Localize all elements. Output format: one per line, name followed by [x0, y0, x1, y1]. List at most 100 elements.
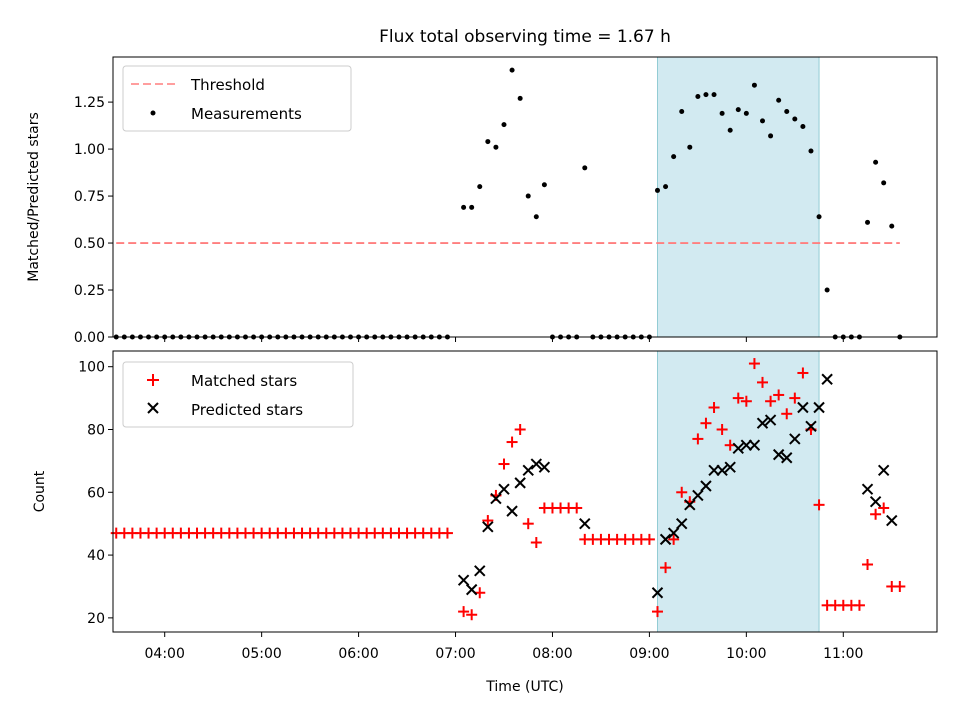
legend-matched-label: Matched stars: [191, 372, 297, 390]
predicted-star-point: [797, 401, 809, 414]
predicted-star-point: [465, 583, 478, 596]
legend-measurements-swatch: [150, 110, 156, 116]
predicted-star-point: [732, 442, 744, 455]
measurement-point: [865, 219, 871, 225]
matched-star-point: [660, 562, 672, 574]
predicted-star-point: [861, 483, 874, 495]
x-tick-label: 05:00: [241, 646, 281, 662]
measurement-point: [751, 82, 757, 88]
matched-star-point: [748, 358, 760, 370]
y-tick-label: 0.25: [74, 283, 105, 299]
matched-star-point: [773, 389, 785, 401]
measurement-point: [525, 193, 531, 199]
bottom-y-ticks: 20 40 60 80 100: [78, 360, 113, 627]
x-tick-label: 11:00: [823, 646, 863, 662]
matched-star-point: [506, 436, 518, 448]
predicted-star-point: [530, 458, 543, 470]
predicted-star-point: [813, 401, 825, 414]
legend-predicted-label: Predicted stars: [191, 401, 303, 419]
x-tick-label: 07:00: [435, 646, 475, 662]
measurement-point: [485, 139, 491, 145]
measurement-point: [792, 116, 798, 122]
predicted-star-point: [490, 492, 502, 505]
measurement-point: [582, 165, 588, 171]
measurement-point: [469, 204, 475, 210]
predicted-star-point: [772, 448, 785, 461]
observing-window-shade: [657, 56, 820, 338]
predicted-star-point: [684, 499, 696, 511]
matched-star-points: [110, 358, 906, 621]
bottom-panel-frame: [112, 350, 938, 633]
matched-star-point: [757, 376, 769, 388]
measurement-point: [533, 214, 539, 220]
matched-star-point: [643, 533, 655, 545]
legend-threshold-label: Threshold: [190, 76, 265, 94]
legend-measurements-label: Measurements: [191, 105, 302, 123]
y-tick-label: 0.75: [74, 189, 105, 205]
matched-star-point: [700, 417, 712, 429]
matched-star-point: [708, 402, 720, 414]
measurement-point: [711, 92, 717, 98]
measurement-point: [509, 67, 515, 73]
top-y-axis-label: Matched/Predicted stars: [26, 112, 42, 282]
matched-star-point: [781, 408, 793, 420]
measurement-point: [679, 108, 685, 114]
matched-star-point: [789, 392, 801, 404]
matched-star-point: [716, 423, 728, 435]
predicted-star-point: [659, 533, 672, 546]
matched-star-point: [862, 558, 874, 570]
y-tick-label: 100: [78, 360, 105, 376]
predicted-star-point: [821, 373, 833, 385]
predicted-star-point: [756, 417, 769, 429]
matched-star-point: [765, 395, 777, 407]
predicted-star-point: [877, 464, 890, 477]
predicted-star-point: [474, 565, 486, 577]
top-panel: 0.00 0.25 0.50 0.75 1.00 1.25 Flux total obse…: [26, 27, 938, 346]
matched-star-point: [514, 423, 526, 435]
matched-star-point: [878, 502, 890, 514]
measurement-point: [889, 223, 895, 229]
top-legend-box: [122, 65, 352, 132]
measurement-point: [461, 204, 467, 210]
predicted-star-point: [667, 527, 680, 539]
measurement-point: [493, 144, 499, 150]
measurement-point: [671, 154, 677, 160]
y-tick-label: 40: [87, 548, 105, 564]
x-tick-label: 10:00: [726, 646, 766, 662]
top-x-ticks: [164, 337, 844, 342]
measurement-point: [695, 93, 701, 99]
predicted-star-point: [579, 517, 591, 530]
matched-star-point: [441, 527, 453, 539]
measurement-point: [687, 144, 693, 150]
matched-star-point: [676, 486, 688, 498]
matched-star-point: [651, 606, 663, 618]
bottom-x-ticks: 04:00 05:00 06:00 07:00 08:00 09:00 10:00 11:00: [145, 632, 863, 662]
matched-star-point: [853, 599, 865, 611]
bottom-legend: Matched stars Predicted stars: [122, 361, 354, 428]
top-legend: Threshold Measurements: [122, 65, 352, 132]
bottom-panel: 20 40 60 80 100 04:00 05:00 06:00 07:00 08:00 09:…: [32, 350, 938, 695]
measurement-point: [816, 214, 822, 220]
matched-star-point: [522, 518, 534, 530]
matched-star-point: [797, 367, 809, 379]
measurement-point: [808, 148, 814, 154]
x-axis-label: Time (UTC): [485, 679, 563, 695]
y-tick-label: 60: [87, 485, 105, 501]
top-panel-frame: [112, 56, 938, 338]
predicted-star-point: [482, 521, 494, 533]
predicted-star-point: [498, 483, 510, 495]
matched-star-point: [498, 458, 510, 470]
measurement-point: [541, 182, 547, 188]
matched-star-point: [466, 609, 478, 621]
top-y-ticks: 0.00 0.25 0.50 0.75 1.00 1.25: [74, 95, 113, 346]
x-tick-label: 09:00: [629, 646, 669, 662]
legend-predicted-swatch: [147, 402, 159, 414]
matched-star-point: [458, 606, 470, 618]
measurement-point: [735, 107, 741, 113]
legend-matched-swatch: [147, 374, 159, 386]
predicted-star-point: [538, 461, 551, 473]
measurement-point: [654, 187, 660, 193]
predicted-star-point: [724, 461, 736, 473]
predicted-star-point: [700, 480, 712, 492]
predicted-star-point: [716, 464, 728, 477]
